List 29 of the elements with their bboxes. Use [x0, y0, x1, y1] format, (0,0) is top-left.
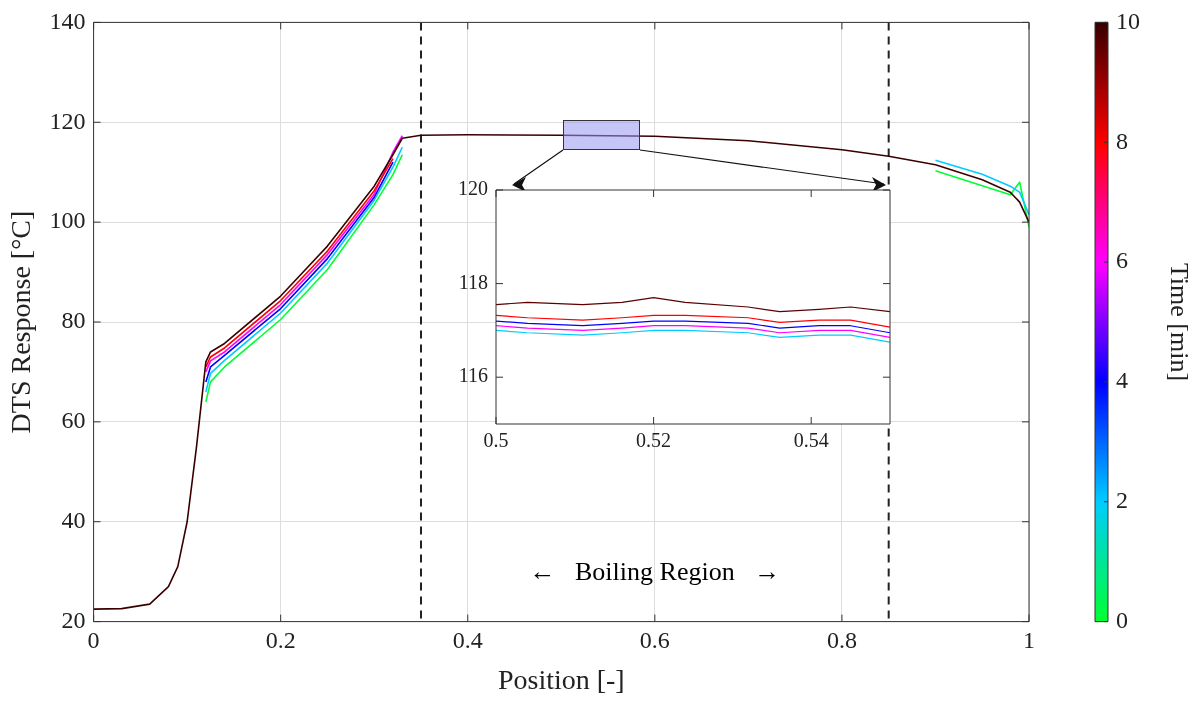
y-tick-label: 118	[458, 270, 488, 293]
x-tick-label: 0.2	[265, 627, 296, 654]
x-tick-label: 0.52	[636, 429, 672, 452]
y-axis-title: DTS Response [°C]	[5, 210, 37, 434]
y-tick-label: 120	[49, 107, 86, 134]
color-bar-label: 6	[1116, 247, 1128, 274]
y-tick-label: 60	[61, 407, 86, 434]
color-bar-title: Time [min]	[1165, 262, 1195, 382]
y-tick-label: 100	[49, 207, 86, 234]
y-tick-label: 40	[61, 507, 86, 534]
color-bar-label: 10	[1116, 7, 1140, 34]
x-tick-label: 0.8	[826, 627, 857, 654]
color-bar-label: 2	[1116, 487, 1128, 514]
y-tick-label: 116	[458, 364, 488, 387]
color-bar-label: 8	[1116, 127, 1128, 154]
y-tick-label: 120	[458, 177, 488, 200]
annotation: ← Boiling Region →	[529, 557, 781, 587]
x-tick-label: 0.4	[452, 627, 483, 654]
x-axis-title: Position [-]	[497, 663, 625, 695]
x-tick-label: 0	[87, 627, 100, 654]
color-bar-label: 4	[1116, 367, 1128, 394]
y-tick-label: 20	[61, 606, 86, 633]
x-tick-label: 0.6	[639, 627, 670, 654]
x-tick-label: 0.5	[483, 429, 509, 452]
y-tick-label: 140	[49, 7, 86, 34]
color-bar-label: 0	[1116, 606, 1128, 633]
y-tick-label: 80	[61, 307, 86, 334]
x-tick-label: 1	[1023, 627, 1035, 654]
x-tick-label: 0.54	[793, 429, 829, 452]
